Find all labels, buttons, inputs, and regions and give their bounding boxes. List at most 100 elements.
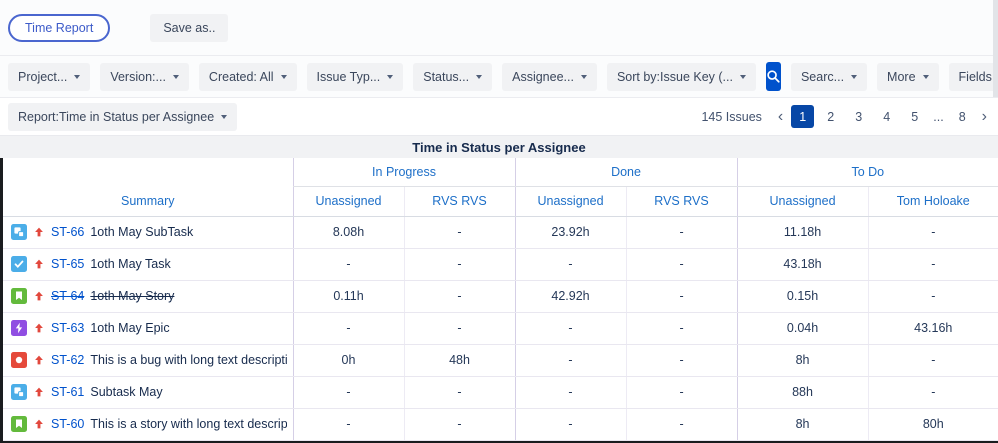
time-cell: 0.04h (736, 312, 869, 345)
issue-row-content: ST-62 This is a bug with long text descri… (11, 352, 287, 368)
time-cell: 43.18h (736, 248, 869, 281)
chevron-down-icon (387, 74, 394, 79)
story-icon (11, 288, 27, 304)
chevron-down-icon (280, 74, 287, 79)
filter-created-dropdown[interactable]: Created: All (198, 62, 297, 91)
filter-label: Version:... (110, 69, 166, 84)
save-as-button[interactable]: Save as.. (150, 13, 229, 42)
filter-fields-dropdown[interactable]: Fields (948, 62, 998, 91)
search-icon (767, 70, 780, 83)
report-bar: Report:Time in Status per Assignee 145 I… (0, 98, 998, 135)
filter-more-dropdown[interactable]: More (877, 62, 939, 91)
time-cell: - (625, 216, 738, 249)
time-cell: - (625, 248, 738, 281)
filter-search-text-dropdown[interactable]: Searc... (790, 62, 868, 91)
filter-project-dropdown[interactable]: Project... (8, 62, 91, 91)
scrollbar-track[interactable] (993, 0, 998, 97)
page-button-8[interactable]: 8 (958, 109, 966, 124)
issue-key-link[interactable]: ST-63 (51, 321, 85, 335)
summary-group-spacer (3, 158, 293, 186)
time-cell: - (514, 312, 627, 345)
issue-row-st-64: ST-64 1oth May Story 0.11h -42.92h -0.15h - (3, 280, 998, 313)
column-header-unassigned: Unassigned (736, 186, 869, 217)
filter-label: Sort by:Issue Key (... (616, 69, 733, 84)
summary-cell: ST-66 1oth May SubTask (3, 216, 293, 249)
page-button-3[interactable]: 3 (855, 109, 863, 124)
time-cell: - (403, 312, 516, 345)
time-cell: - (292, 312, 404, 345)
issue-key-link[interactable]: ST-64 (51, 289, 85, 303)
filter-sort-by-dropdown[interactable]: Sort by:Issue Key (... (606, 62, 756, 91)
page-button-4[interactable]: 4 (883, 109, 891, 124)
issue-row-content: ST-60 This is a story with long text desc… (11, 416, 287, 432)
search-button[interactable] (765, 62, 781, 91)
issue-summary: 1oth May Task (90, 257, 171, 271)
filter-label: Fields (958, 69, 992, 84)
chevron-down-icon (172, 74, 179, 79)
column-header-rvs-rvs: RVS RVS (403, 186, 516, 217)
page-button-2[interactable]: 2 (827, 109, 835, 124)
page-button-5[interactable]: 5 (911, 109, 919, 124)
chevron-down-icon (739, 74, 746, 79)
report-selector-dropdown[interactable]: Report:Time in Status per Assignee (8, 102, 238, 131)
issue-row-content: ST-63 1oth May Epic (11, 320, 287, 336)
subtask-icon (11, 224, 27, 240)
time-cell: - (403, 216, 516, 249)
time-report-button[interactable]: Time Report (8, 13, 111, 42)
priority-up-icon (33, 354, 45, 366)
time-cell: - (625, 312, 738, 345)
issue-row-content: ST-65 1oth May Task (11, 256, 287, 272)
issue-row-content: ST-66 1oth May SubTask (11, 224, 287, 240)
time-cell: - (625, 280, 738, 313)
filter-version-dropdown[interactable]: Version:... (100, 62, 189, 91)
issue-key-link[interactable]: ST-65 (51, 257, 85, 271)
time-cell: - (403, 376, 516, 409)
priority-up-icon (33, 386, 45, 398)
time-cell: - (403, 280, 516, 313)
time-cell: - (625, 344, 738, 377)
priority-up-icon (33, 418, 45, 430)
issue-key-link[interactable]: ST-60 (51, 417, 85, 431)
issue-row-st-62: ST-62 This is a bug with long text descri… (3, 344, 998, 377)
priority-up-icon (33, 322, 45, 334)
issue-row-content: ST-61 Subtask May (11, 384, 287, 400)
filter-issue-type-dropdown[interactable]: Issue Typ... (306, 62, 404, 91)
issue-row-st-63: ST-63 1oth May Epic - - - -0.04h 43.16h (3, 312, 998, 345)
table-title: Time in Status per Assignee (0, 135, 998, 158)
filter-label: Project... (18, 69, 68, 84)
filter-status-dropdown[interactable]: Status... (413, 62, 493, 91)
summary-cell: ST-60 This is a story with long text desc… (3, 408, 293, 441)
time-cell: 88h (736, 376, 869, 409)
time-cell: 11.18h (736, 216, 869, 249)
report-selector-label: Report:Time in Status per Assignee (18, 109, 215, 124)
chevron-down-icon (476, 74, 483, 79)
report-table-frame: In Progress Done To Do Summary Unassigned RVS… (0, 158, 998, 443)
filter-label: Created: All (208, 69, 274, 84)
column-header-unassigned: Unassigned (514, 186, 627, 217)
time-cell: 0h (292, 344, 404, 377)
issue-key-link[interactable]: ST-62 (51, 353, 85, 367)
issue-summary: 1oth May SubTask (90, 225, 194, 239)
time-cell: 0.11h (292, 280, 404, 313)
issue-row-st-60: ST-60 This is a story with long text desc… (3, 408, 998, 441)
issue-key-link[interactable]: ST-66 (51, 225, 85, 239)
time-cell: 23.92h (514, 216, 627, 249)
filter-label: More (887, 69, 916, 84)
prev-page-button[interactable]: ‹ (777, 107, 784, 125)
time-cell: - (403, 248, 516, 281)
issue-row-st-61: ST-61 Subtask May - - - -88h - (3, 376, 998, 409)
chevron-down-icon (221, 114, 228, 119)
summary-column-header: Summary (3, 186, 293, 217)
task-icon (11, 256, 27, 272)
summary-cell: ST-63 1oth May Epic (3, 312, 293, 345)
summary-cell: ST-62 This is a bug with long text descri… (3, 344, 293, 377)
filter-label: Assignee... (512, 69, 574, 84)
filter-label: Issue Typ... (316, 69, 381, 84)
time-cell: 48h (403, 344, 516, 377)
column-group-to-do: To Do (736, 158, 998, 187)
next-page-button[interactable]: › (981, 107, 987, 125)
issue-key-link[interactable]: ST-61 (51, 385, 85, 399)
filter-assignee-dropdown[interactable]: Assignee... (502, 62, 597, 91)
report-table: In Progress Done To Do Summary Unassigned RVS… (3, 158, 998, 441)
page-button-1[interactable]: 1 (791, 105, 815, 128)
